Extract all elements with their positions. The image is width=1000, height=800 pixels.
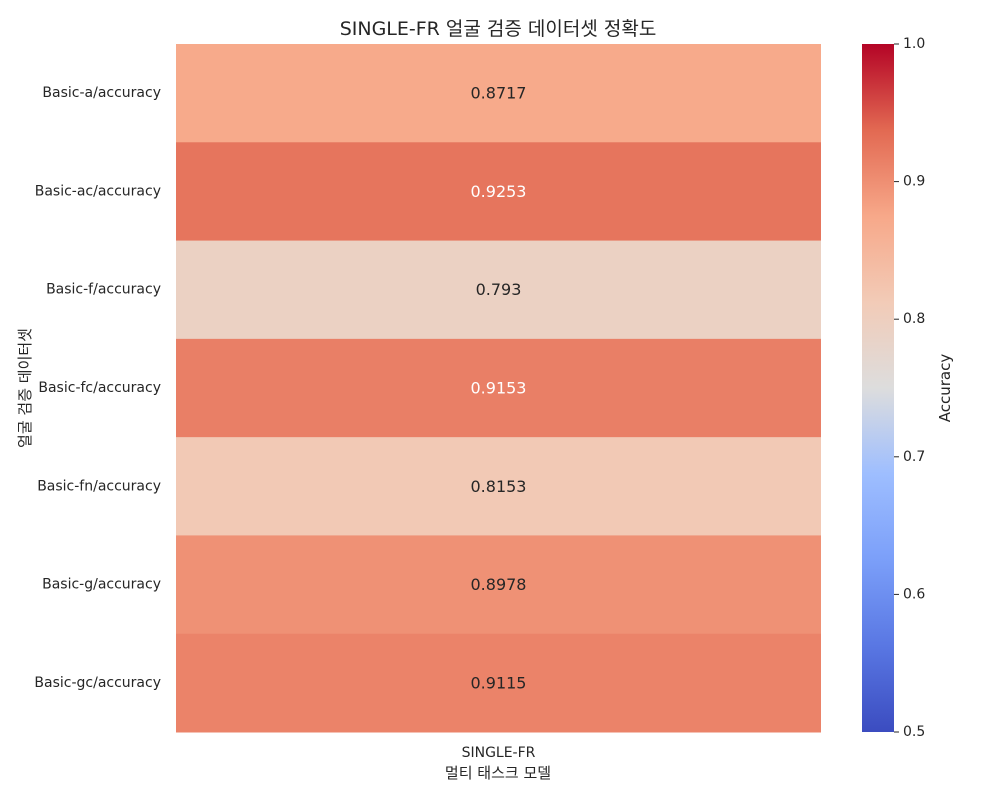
y-tick-label: Basic-ac/accuracy bbox=[35, 183, 161, 199]
y-tick-label: Basic-fc/accuracy bbox=[38, 380, 161, 396]
colorbar-tick-label: 0.9 bbox=[903, 174, 925, 190]
heatmap-cell bbox=[176, 142, 821, 242]
y-axis-label: 얼굴 검증 데이터셋 bbox=[16, 328, 34, 448]
cell-value-label: 0.9153 bbox=[471, 379, 527, 398]
cell-value-label: 0.793 bbox=[476, 280, 522, 299]
colorbar bbox=[862, 44, 894, 732]
heatmap-cell bbox=[176, 338, 821, 438]
x-axis-label: 멀티 태스크 모델 bbox=[445, 764, 551, 782]
chart-title: SINGLE-FR 얼굴 검증 데이터셋 정확도 bbox=[340, 18, 657, 40]
cell-value-label: 0.9253 bbox=[471, 182, 527, 201]
colorbar-ticks: 0.5 0.6 0.7 0.8 0.9 1.0 bbox=[894, 36, 925, 740]
colorbar-tick-label: 0.7 bbox=[903, 449, 925, 465]
cell-value-label: 0.8717 bbox=[471, 84, 527, 103]
y-tick-labels: Basic-a/accuracy Basic-ac/accuracy Basic-f… bbox=[34, 85, 161, 691]
heatmap-cell bbox=[176, 535, 821, 635]
cell-value-label: 0.8978 bbox=[471, 575, 527, 594]
cell-value-label: 0.8153 bbox=[471, 477, 527, 496]
y-tick-label: Basic-g/accuracy bbox=[42, 577, 161, 593]
x-tick-label: SINGLE-FR bbox=[462, 745, 536, 761]
y-tick-label: Basic-f/accuracy bbox=[46, 282, 161, 298]
colorbar-label: Accuracy bbox=[936, 354, 954, 423]
y-tick-label: Basic-a/accuracy bbox=[42, 85, 161, 101]
heatmap-cell bbox=[176, 240, 821, 340]
colorbar-gradient bbox=[862, 44, 894, 732]
x-tick-labels: SINGLE-FR bbox=[462, 745, 536, 761]
cell-value-label: 0.9115 bbox=[471, 673, 527, 692]
colorbar-tick-label: 0.8 bbox=[903, 311, 925, 327]
colorbar-tick-label: 0.5 bbox=[903, 724, 925, 740]
heatmap-cell bbox=[176, 44, 821, 143]
colorbar-tick-label: 0.6 bbox=[903, 586, 925, 602]
y-tick-label: Basic-gc/accuracy bbox=[34, 675, 161, 691]
colorbar-tick-label: 1.0 bbox=[903, 36, 925, 52]
y-tick-label: Basic-fn/accuracy bbox=[37, 478, 161, 494]
heatmap-cells: 0.8717 0.9253 0.793 0.9153 0.8153 0.8978 0.911… bbox=[176, 44, 821, 733]
heatmap-cell bbox=[176, 437, 821, 536]
heatmap-cell bbox=[176, 633, 821, 733]
